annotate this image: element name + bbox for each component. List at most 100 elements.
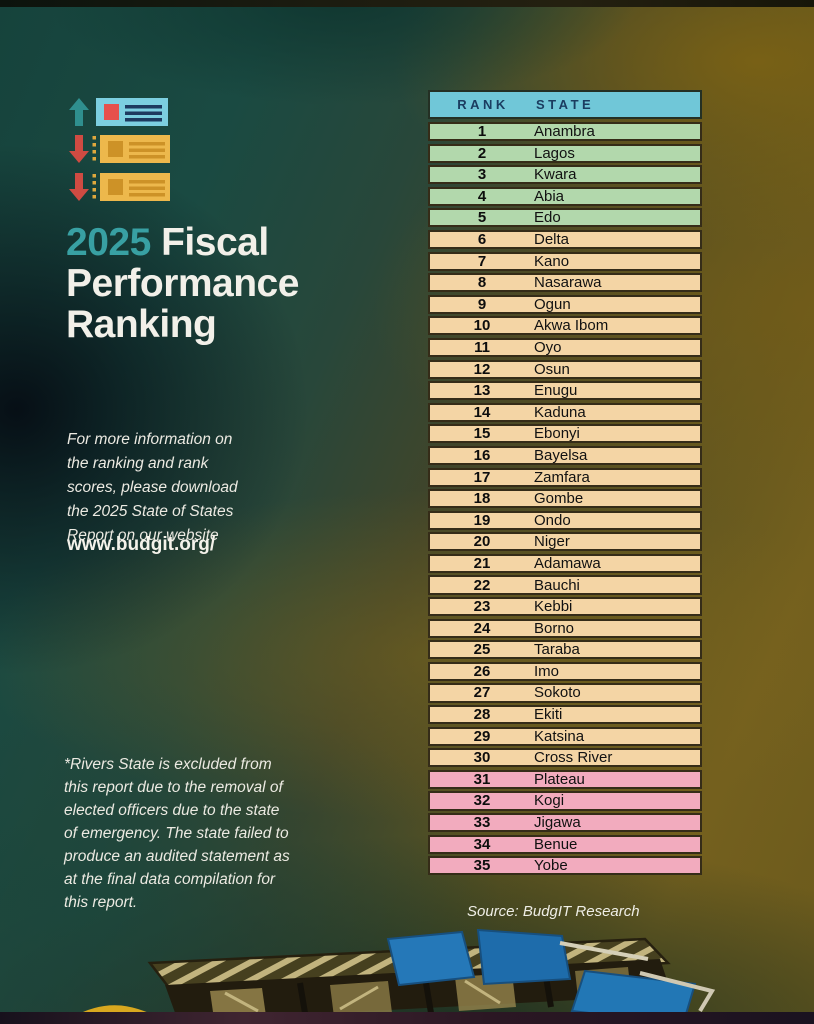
state-column-header: STATE bbox=[536, 97, 595, 112]
table-row: 31 Plateau bbox=[428, 769, 702, 789]
state-cell: Cross River bbox=[534, 749, 613, 767]
state-cell: Imo bbox=[534, 662, 560, 680]
table-row: 24 Borno bbox=[428, 618, 702, 638]
state-cell: Ekiti bbox=[534, 706, 563, 724]
table-row: 4 Abia bbox=[428, 186, 702, 206]
table-row: 2 Lagos bbox=[428, 143, 702, 163]
table-row: 26 Imo bbox=[428, 661, 702, 681]
state-cell: Borno bbox=[534, 619, 575, 637]
rank-cell: 7 bbox=[477, 252, 487, 270]
rank-cell: 15 bbox=[473, 425, 491, 443]
table-row: 12 Osun bbox=[428, 359, 702, 379]
top-strip bbox=[0, 0, 814, 7]
state-cell: Jigawa bbox=[534, 814, 581, 832]
state-cell: Abia bbox=[534, 187, 565, 205]
page-title: 2025 Fiscal Performance Ranking bbox=[66, 222, 299, 345]
table-header: RANK STATE bbox=[428, 90, 702, 119]
rank-cell: 12 bbox=[473, 360, 491, 378]
state-cell: Nasarawa bbox=[534, 274, 602, 292]
state-cell: Kwara bbox=[534, 166, 577, 184]
table-row: 15 Ebonyi bbox=[428, 424, 702, 444]
state-cell: Bauchi bbox=[534, 576, 580, 594]
rank-cell: 34 bbox=[473, 835, 491, 853]
table-row: 22 Bauchi bbox=[428, 575, 702, 595]
state-cell: Kaduna bbox=[534, 403, 586, 421]
title-line1: 2025 Fiscal bbox=[66, 222, 299, 263]
rank-cell: 10 bbox=[473, 317, 491, 335]
rivers-footnote: *Rivers State is excluded from this repo… bbox=[64, 756, 290, 911]
state-cell: Plateau bbox=[534, 770, 585, 788]
rank-up-row bbox=[69, 98, 168, 126]
table-row: 3 Kwara bbox=[428, 165, 702, 185]
ranking-list-icon bbox=[69, 98, 170, 201]
state-cell: Bayelsa bbox=[534, 446, 588, 464]
rank-cell: 13 bbox=[473, 382, 491, 400]
state-cell: Osun bbox=[534, 360, 570, 378]
state-cell: Katsina bbox=[534, 727, 585, 745]
rank-cell: 29 bbox=[473, 727, 491, 745]
table-row: 33 Jigawa bbox=[428, 813, 702, 833]
table-row: 6 Delta bbox=[428, 229, 702, 250]
rank-column-header: RANK bbox=[457, 97, 509, 112]
state-cell: Niger bbox=[534, 533, 570, 551]
table-row: 20 Niger bbox=[428, 532, 702, 552]
rank-cell: 31 bbox=[473, 770, 491, 788]
title-line3: Ranking bbox=[66, 303, 217, 346]
state-cell: Benue bbox=[534, 835, 578, 853]
truck-illustration bbox=[62, 929, 716, 1024]
table-row: 17 Zamfara bbox=[428, 467, 702, 487]
title-year: 2025 bbox=[66, 221, 151, 264]
state-cell: Oyo bbox=[534, 338, 562, 356]
rank-cell: 27 bbox=[473, 684, 491, 702]
rank-cell: 26 bbox=[473, 662, 491, 680]
state-cell: Gombe bbox=[534, 490, 584, 508]
rank-cell: 16 bbox=[473, 446, 491, 464]
rank-cell: 1 bbox=[477, 123, 487, 141]
ranking-table: RANK STATE 1 Anambra 2 Lagos 3 Kwara 4 Abia 5 Edo… bbox=[428, 90, 702, 878]
table-row: 13 Enugu bbox=[428, 381, 702, 401]
state-cell: Ebonyi bbox=[534, 425, 580, 443]
rank-cell: 11 bbox=[474, 338, 490, 356]
rank-cell: 30 bbox=[473, 749, 491, 767]
rank-cell: 5 bbox=[477, 209, 487, 227]
table-row: 7 Kano bbox=[428, 251, 702, 271]
table-body: 1 Anambra 2 Lagos 3 Kwara 4 Abia 5 Edo 6 Delta 7 Kano… bbox=[428, 122, 702, 876]
rank-cell: 4 bbox=[477, 187, 487, 205]
table-row: 29 Katsina bbox=[428, 726, 702, 746]
state-cell: Kano bbox=[534, 252, 570, 270]
rank-cell: 28 bbox=[473, 706, 491, 724]
table-row: 5 Edo bbox=[428, 208, 702, 228]
rank-cell: 21 bbox=[473, 554, 491, 572]
table-row: 11 Oyo bbox=[428, 337, 702, 358]
rank-cell: 23 bbox=[473, 598, 491, 616]
rank-cell: 18 bbox=[473, 490, 491, 508]
table-row: 23 Kebbi bbox=[428, 597, 702, 617]
state-cell: Kogi bbox=[534, 792, 565, 810]
state-cell: Adamawa bbox=[534, 554, 601, 572]
table-row: 34 Benue bbox=[428, 834, 702, 854]
rank-cell: 32 bbox=[473, 792, 491, 810]
rank-cell: 6 bbox=[477, 231, 487, 249]
state-cell: Kebbi bbox=[534, 598, 573, 616]
rank-cell: 24 bbox=[473, 619, 491, 637]
state-cell: Yobe bbox=[534, 857, 568, 875]
table-row: 25 Taraba bbox=[428, 640, 702, 660]
table-row: 35 Yobe bbox=[428, 856, 702, 876]
state-cell: Ondo bbox=[534, 511, 571, 529]
state-cell: Enugu bbox=[534, 382, 578, 400]
table-row: 32 Kogi bbox=[428, 791, 702, 811]
state-cell: Ogun bbox=[534, 295, 571, 313]
title-line1-rest: Fiscal bbox=[150, 221, 269, 264]
table-row: 27 Sokoto bbox=[428, 683, 702, 703]
rank-cell: 17 bbox=[473, 468, 491, 486]
table-row: 21 Adamawa bbox=[428, 553, 702, 573]
table-row: 18 Gombe bbox=[428, 489, 702, 509]
state-cell: Edo bbox=[534, 209, 561, 227]
info-text: For more information on the ranking and … bbox=[67, 431, 238, 544]
state-cell: Akwa Ibom bbox=[534, 317, 609, 335]
table-row: 16 Bayelsa bbox=[428, 445, 702, 465]
rank-cell: 14 bbox=[473, 403, 491, 421]
source-text: Source: BudgIT Research bbox=[467, 903, 640, 920]
website-link[interactable]: www.budgit.org/ bbox=[67, 534, 216, 555]
state-cell: Anambra bbox=[534, 123, 595, 141]
